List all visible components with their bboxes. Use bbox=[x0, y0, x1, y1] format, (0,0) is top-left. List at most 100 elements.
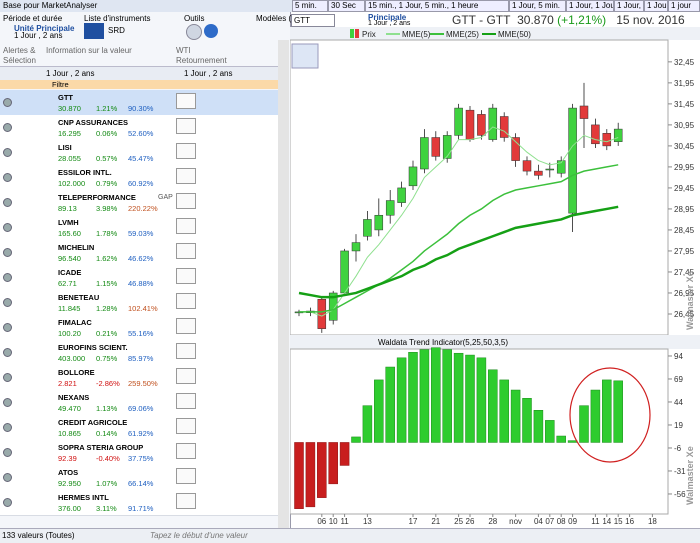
instrument-change: 1.62% bbox=[96, 254, 118, 263]
chart-period[interactable]: 1 Jour , 2 ans bbox=[368, 20, 411, 27]
candle-body bbox=[534, 170, 543, 176]
instrument-name: SOPRA STERIA GROUP bbox=[58, 443, 144, 452]
instrument-row[interactable]: ESSILOR INTL. 102.000 0.79% 60.92% bbox=[0, 165, 278, 191]
x-tick-label: 11 bbox=[340, 517, 349, 526]
y-tick-label: 29,45 bbox=[674, 184, 695, 193]
chart-tab[interactable]: 1 jour bbox=[668, 0, 700, 12]
y-tick-label: -31 bbox=[674, 467, 686, 476]
chart-tab[interactable]: 30 Sec bbox=[328, 0, 365, 12]
indicator-bar bbox=[465, 354, 475, 443]
instrument-ratio: 60.92% bbox=[128, 179, 154, 188]
period-selector[interactable]: 1 Jour , 2 ans bbox=[184, 69, 233, 78]
y-tick-label: 29,95 bbox=[674, 163, 695, 172]
instrument-row[interactable]: ATOS 92.950 1.07% 66.14% bbox=[0, 465, 278, 491]
chart-tab[interactable]: 15 min., 1 Jour, 5 min., 1 heure bbox=[365, 0, 509, 12]
instrument-row[interactable]: LISI 28.055 0.57% 45.47% bbox=[0, 140, 278, 166]
instrument-ratio: 259.50% bbox=[128, 379, 158, 388]
instrument-row[interactable]: HERMES INTL 376.00 3.11% 91.71% bbox=[0, 490, 278, 516]
instrument-row[interactable]: CNP ASSURANCES 16.295 0.06% 52.60% bbox=[0, 115, 278, 141]
status-dot bbox=[3, 123, 12, 132]
legend-swatch bbox=[355, 29, 359, 38]
y-tick-label: 28,45 bbox=[674, 226, 695, 235]
instrument-row[interactable]: EUROFINS SCIENT. 403.000 0.75% 85.97% bbox=[0, 340, 278, 366]
indicator-bar bbox=[499, 379, 509, 443]
watermark: Walmaster Xe bbox=[685, 446, 695, 505]
ma-line bbox=[298, 205, 619, 299]
instrument-row[interactable]: CREDIT AGRICOLE 10.865 0.14% 61.92% bbox=[0, 415, 278, 441]
x-tick-label: 14 bbox=[602, 517, 611, 526]
x-tick-label: 07 bbox=[545, 517, 554, 526]
indicator-bar bbox=[351, 436, 361, 443]
list-label: Liste d'instruments bbox=[84, 14, 151, 23]
instrument-price: 165.60 bbox=[58, 229, 81, 238]
instrument-name: ATOS bbox=[58, 468, 79, 477]
scrollbar[interactable] bbox=[278, 40, 289, 528]
candle-body bbox=[431, 137, 441, 157]
y-tick-label: 30,45 bbox=[674, 142, 695, 151]
candle-body bbox=[522, 160, 532, 172]
chart-tab[interactable]: 1 Jour bbox=[644, 0, 668, 12]
instrument-row[interactable]: BENETEAU 11.845 1.28% 102.41% bbox=[0, 290, 278, 316]
chart-tab[interactable]: 1 Jour, 1 Jour bbox=[566, 0, 614, 12]
filter-label[interactable]: Filtre bbox=[52, 80, 69, 89]
x-tick-label: 09 bbox=[568, 517, 577, 526]
y-tick-label: 94 bbox=[674, 352, 683, 361]
indicator-bar bbox=[290, 335, 700, 349]
indicator-bar bbox=[556, 435, 566, 443]
instrument-price: 28.055 bbox=[58, 154, 81, 163]
chart-tab[interactable]: 1 Jour, 5 min bbox=[614, 0, 644, 12]
symbol-input[interactable]: GTT bbox=[291, 14, 335, 27]
instrument-change: 1.21% bbox=[96, 104, 118, 113]
x-tick-label: 13 bbox=[363, 517, 372, 526]
instrument-row[interactable]: FIMALAC 100.20 0.21% 55.16% bbox=[0, 315, 278, 341]
status-dot bbox=[3, 448, 12, 457]
list-icon[interactable] bbox=[84, 23, 104, 39]
candle-body bbox=[579, 105, 589, 119]
status-dot bbox=[3, 348, 12, 357]
candle-body bbox=[568, 107, 577, 214]
chart-mode[interactable]: Principale bbox=[368, 13, 407, 22]
x-tick-label: 16 bbox=[625, 517, 634, 526]
instrument-row[interactable]: LVMH 165.60 1.78% 59.03% bbox=[0, 215, 278, 241]
col-info: Information sur la valeur bbox=[46, 46, 132, 55]
instrument-row[interactable]: BOLLORE 2.821 -2.86% 259.50% bbox=[0, 365, 278, 391]
instrument-name: ESSILOR INTL. bbox=[58, 168, 112, 177]
instrument-change: 1.13% bbox=[96, 404, 118, 413]
instrument-change: 1.07% bbox=[96, 479, 118, 488]
instrument-row[interactable]: SOPRA STERIA GROUP 92.39 -0.40% 37.75% bbox=[0, 440, 278, 466]
instrument-change: 0.79% bbox=[96, 179, 118, 188]
indicator-bar bbox=[488, 369, 498, 443]
period-selector[interactable]: 1 Jour , 2 ans bbox=[46, 69, 95, 78]
indicator-bar bbox=[362, 405, 373, 443]
instrument-ratio: 45.47% bbox=[128, 154, 154, 163]
instrument-row[interactable]: ICADE 62.71 1.15% 46.88% bbox=[0, 265, 278, 291]
status-dot bbox=[3, 298, 12, 307]
wti-icon bbox=[176, 118, 196, 134]
instrument-row[interactable]: MICHELIN 96.540 1.62% 46.62% bbox=[0, 240, 278, 266]
x-tick-label: 04 bbox=[534, 517, 543, 526]
x-tick-label: nov bbox=[509, 517, 522, 526]
wti-icon bbox=[176, 343, 196, 359]
status-dot bbox=[3, 223, 12, 232]
search-input[interactable]: Tapez le début d'une valeur bbox=[150, 531, 248, 540]
instrument-row[interactable]: GTT 30.870 1.21% 90.30% bbox=[0, 90, 278, 116]
list-value[interactable]: SRD bbox=[108, 26, 125, 35]
legend-label: Prix bbox=[362, 30, 376, 39]
unit-label[interactable]: Unité Principale bbox=[14, 24, 75, 33]
tools-button[interactable] bbox=[186, 24, 202, 40]
drawing-tool[interactable] bbox=[291, 43, 319, 69]
instrument-row[interactable]: TELEPERFORMANCE 89.13 3.98% 220.22% GAP bbox=[0, 190, 278, 216]
chart-tab[interactable]: 1 Jour, 5 min. bbox=[509, 0, 566, 12]
x-tick-label: 25 bbox=[454, 517, 463, 526]
indicator-bar bbox=[545, 420, 555, 443]
y-tick-label: 31,95 bbox=[674, 79, 695, 88]
chart-tab[interactable]: 5 min. bbox=[292, 0, 328, 12]
instrument-name: NEXANS bbox=[58, 393, 90, 402]
instrument-price: 89.13 bbox=[58, 204, 77, 213]
col-alerts-sub: Sélection bbox=[3, 56, 36, 65]
instrument-row[interactable]: NEXANS 49.470 1.13% 69.06% bbox=[0, 390, 278, 416]
unit-value[interactable]: 1 Jour , 2 ans bbox=[14, 31, 63, 40]
legend-swatch bbox=[350, 29, 354, 38]
y-tick-label: 28,95 bbox=[674, 205, 695, 214]
tools-button[interactable] bbox=[204, 24, 218, 38]
